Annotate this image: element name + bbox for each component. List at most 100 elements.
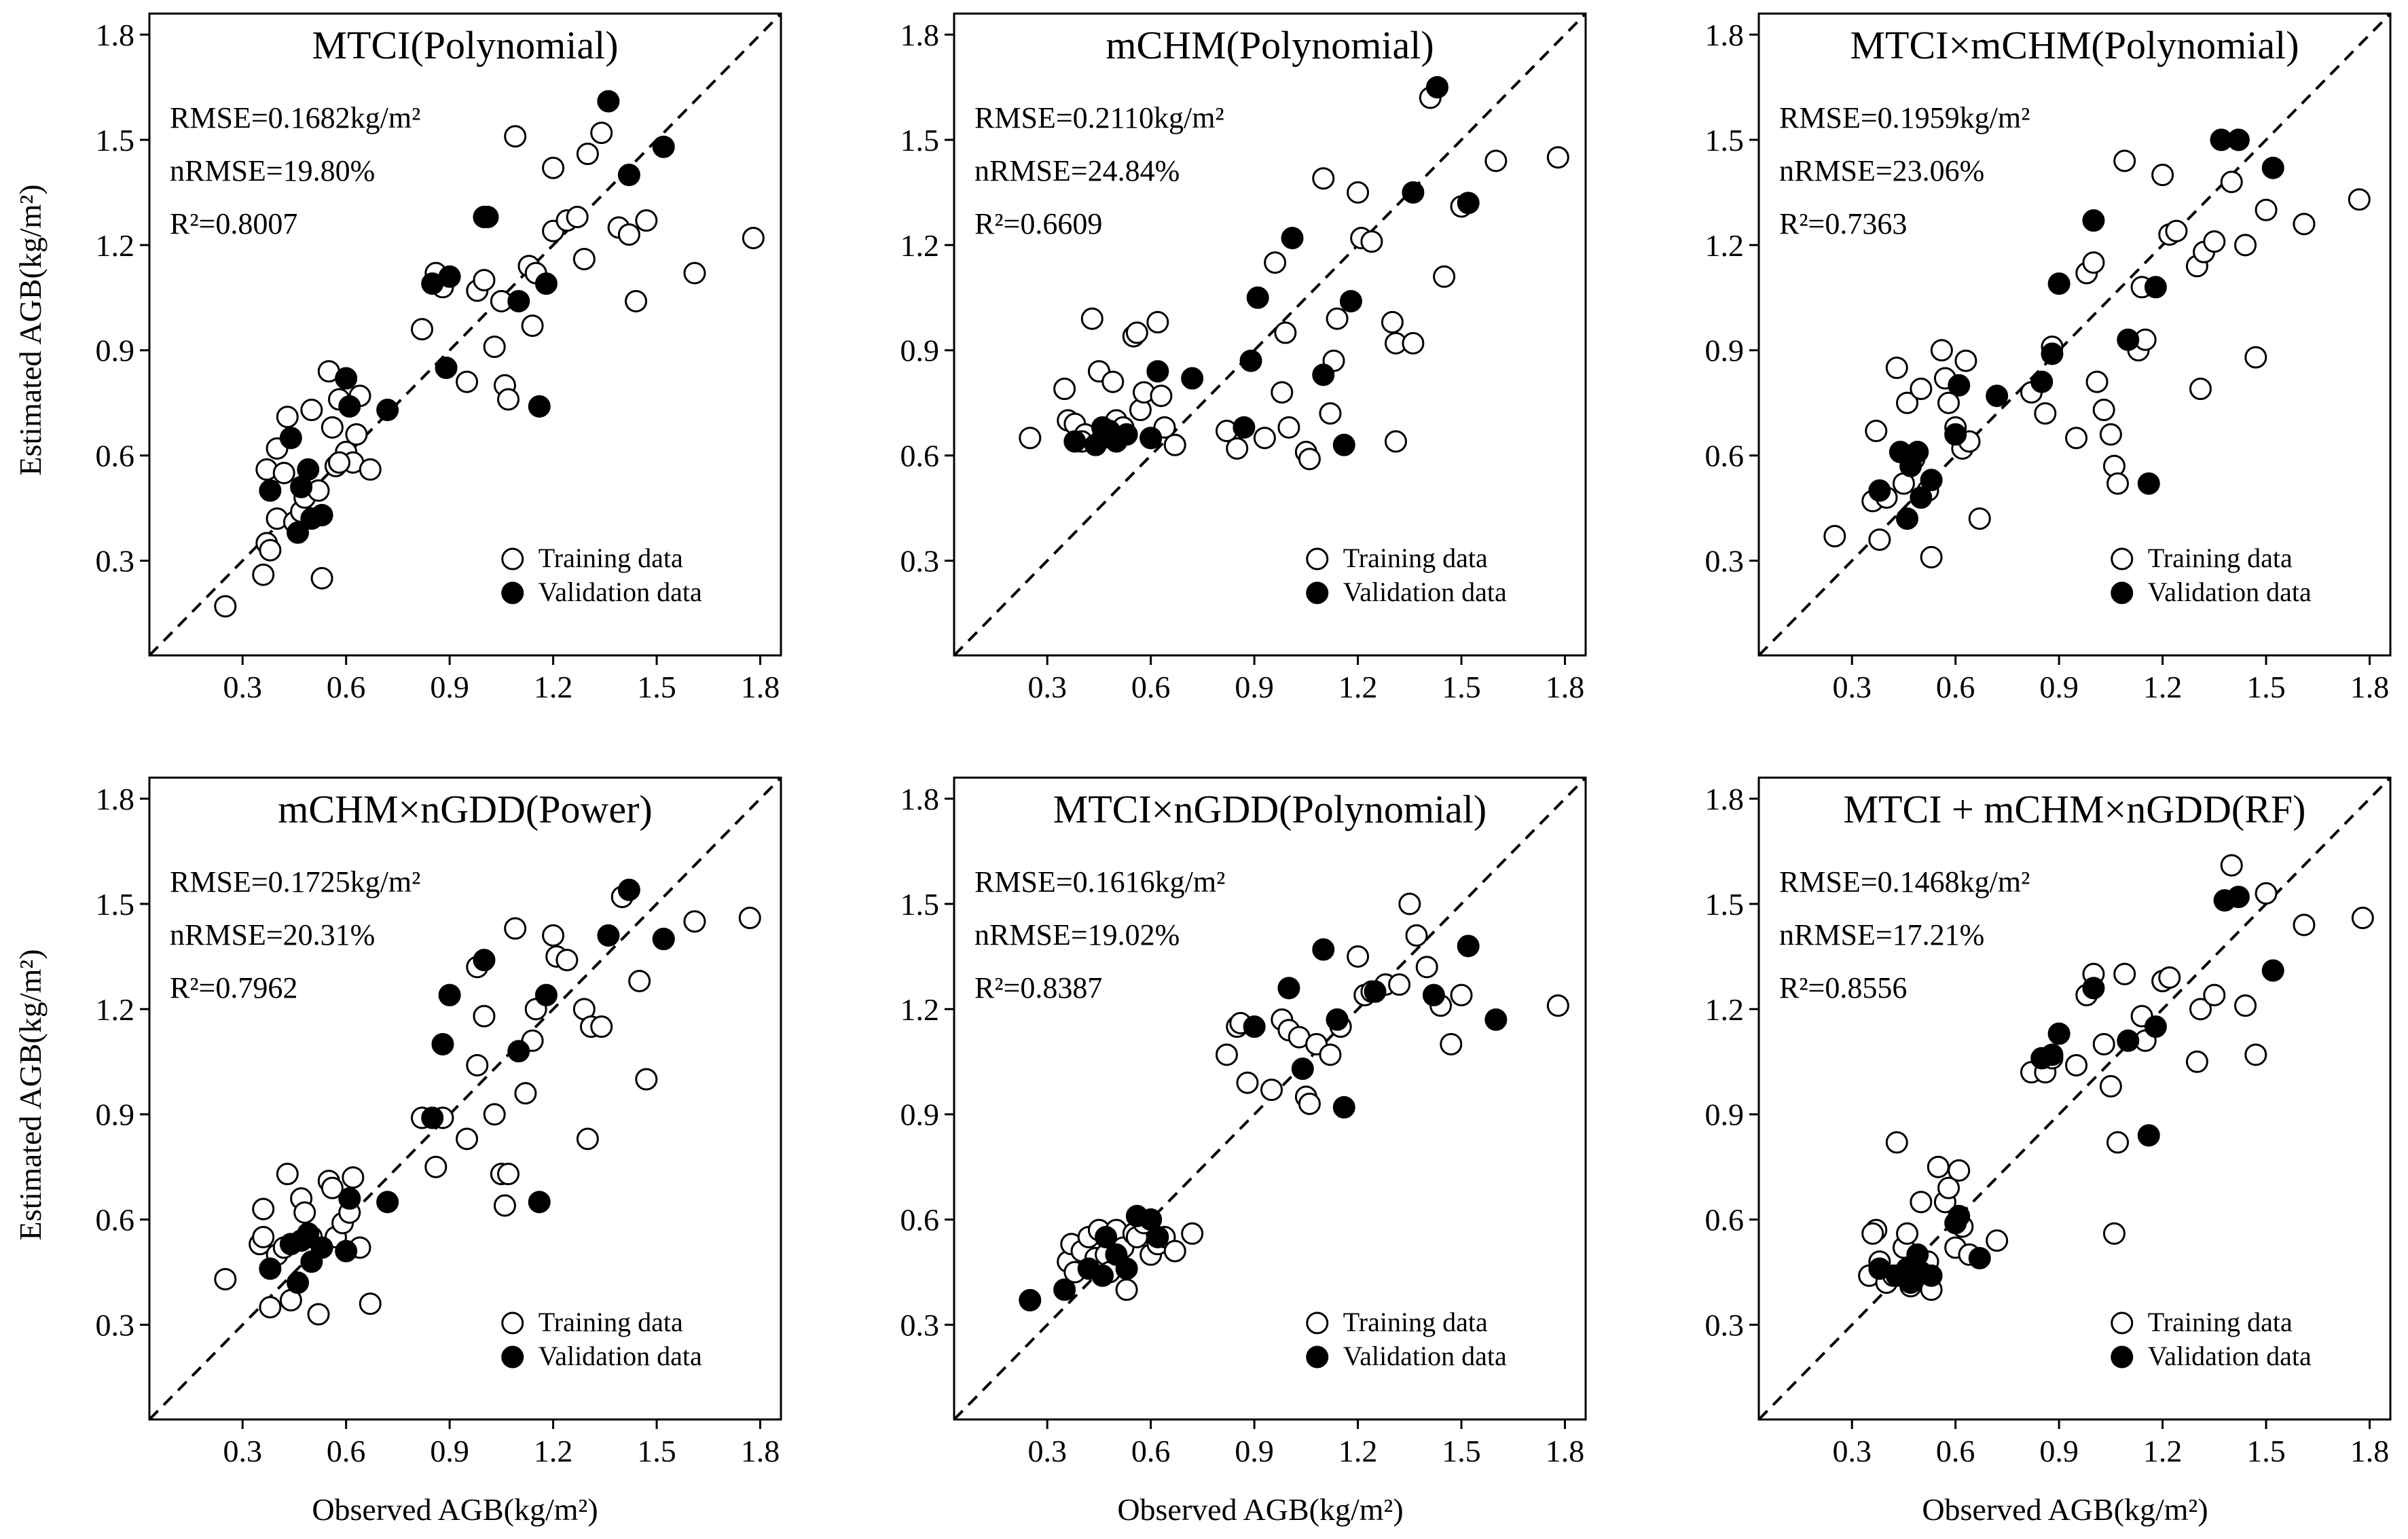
training-point <box>625 289 648 312</box>
validation-point <box>528 395 551 418</box>
y-tick-label: 1.5 <box>1705 887 1745 922</box>
validation-point <box>1910 486 1933 509</box>
training-point <box>1384 430 1407 453</box>
training-point <box>410 318 433 341</box>
training-point <box>590 1015 613 1038</box>
x-tick-label: 1.2 <box>534 670 573 704</box>
y-tick-label: 1.8 <box>96 782 135 816</box>
validation-point <box>2047 272 2070 295</box>
training-point <box>1053 378 1076 401</box>
validation-point <box>376 1191 399 1214</box>
validation-point <box>473 949 496 972</box>
validation-point <box>1326 1008 1349 1031</box>
validation-point <box>1115 1257 1138 1280</box>
validation-point <box>335 1239 358 1263</box>
x-tick-label: 1.5 <box>2246 1434 2286 1468</box>
legend-validation-marker <box>501 581 524 604</box>
x-tick-label: 1.5 <box>1442 1434 1481 1468</box>
training-point <box>2082 251 2105 274</box>
training-point <box>1885 1131 1908 1154</box>
y-tick-label: 0.3 <box>900 1308 940 1343</box>
validation-point <box>438 265 461 288</box>
training-point <box>2293 913 2316 937</box>
x-tick-label: 0.3 <box>1027 670 1067 704</box>
validation-point <box>1906 440 1929 463</box>
training-point <box>1347 945 1370 968</box>
validation-point <box>617 164 640 187</box>
panel-title: mCHM×nGDD(Power) <box>278 787 652 831</box>
x-tick-label: 0.6 <box>327 670 366 704</box>
stat-line: nRMSE=19.80% <box>170 154 375 187</box>
training-point <box>2348 188 2371 211</box>
training-point <box>1865 420 1888 443</box>
validation-point <box>1139 427 1163 450</box>
y-tick-label: 0.9 <box>900 1098 940 1132</box>
training-point <box>2165 219 2188 242</box>
training-point <box>483 336 506 359</box>
validation-point <box>1402 181 1425 204</box>
x-tick-label: 1.2 <box>1338 670 1378 704</box>
y-tick-label: 1.2 <box>96 228 135 263</box>
validation-point <box>1281 226 1304 249</box>
reference-line-1-1 <box>1757 12 2392 657</box>
validation-point <box>1339 289 1362 312</box>
training-point <box>1927 1155 1950 1178</box>
training-point <box>466 1053 489 1076</box>
training-point <box>576 1127 599 1151</box>
validation-point <box>597 90 620 113</box>
validation-point <box>1948 1204 1971 1227</box>
training-point <box>1312 167 1335 190</box>
validation-point <box>335 367 358 390</box>
x-tick-label: 1.8 <box>2350 1434 2390 1468</box>
training-point <box>2234 234 2257 257</box>
training-point <box>566 206 589 229</box>
training-point <box>2220 854 2243 877</box>
training-point <box>572 247 596 270</box>
training-point <box>2102 1222 2126 1245</box>
y-tick-label: 1.8 <box>1705 782 1745 816</box>
x-tick-label: 1.5 <box>637 670 676 704</box>
validation-point <box>2117 328 2140 351</box>
training-point <box>424 1155 448 1178</box>
y-tick-label: 0.3 <box>96 1308 135 1343</box>
validation-point <box>1091 1264 1114 1287</box>
training-point <box>359 458 382 481</box>
validation-point <box>2261 959 2284 982</box>
training-point <box>514 1082 537 1105</box>
x-axis-label-2: Observed AGB(kg/m²) <box>1117 1492 1403 1527</box>
training-point <box>1937 1176 1960 1199</box>
training-point <box>1260 1079 1283 1102</box>
validation-point <box>2227 886 2250 909</box>
x-tick-label: 0.9 <box>2039 670 2079 704</box>
training-point <box>497 388 520 411</box>
training-point <box>1896 391 1919 414</box>
legend-validation-marker <box>1306 581 1329 604</box>
training-point <box>2244 1043 2267 1066</box>
training-point <box>2085 370 2109 393</box>
training-point <box>2113 149 2136 173</box>
validation-point <box>376 399 399 422</box>
stat-line: nRMSE=24.84% <box>974 154 1180 187</box>
validation-point <box>1233 416 1256 439</box>
validation-point <box>1332 1096 1355 1119</box>
training-point <box>1146 310 1169 333</box>
x-tick-label: 0.9 <box>430 670 469 704</box>
training-point <box>1274 321 1297 344</box>
validation-point <box>2144 276 2167 299</box>
training-point <box>1948 1159 1971 1182</box>
training-point <box>272 461 295 484</box>
training-point <box>1885 357 1908 380</box>
legend-validation-label: Validation data <box>2148 1341 2312 1371</box>
reference-line-1-1 <box>148 12 782 657</box>
legend-training-marker <box>2111 1311 2134 1335</box>
validation-point <box>1457 935 1480 958</box>
x-tick-label: 1.8 <box>2350 670 2390 704</box>
panel-title: MTCI×nGDD(Polynomial) <box>1053 787 1486 831</box>
validation-point <box>297 458 320 481</box>
x-tick-label: 1.2 <box>2143 670 2183 704</box>
training-point <box>2255 198 2278 221</box>
legend-validation-label: Validation data <box>1343 1341 1507 1371</box>
validation-point <box>2144 1015 2167 1038</box>
training-point <box>1298 448 1321 471</box>
training-point <box>2099 1074 2122 1098</box>
